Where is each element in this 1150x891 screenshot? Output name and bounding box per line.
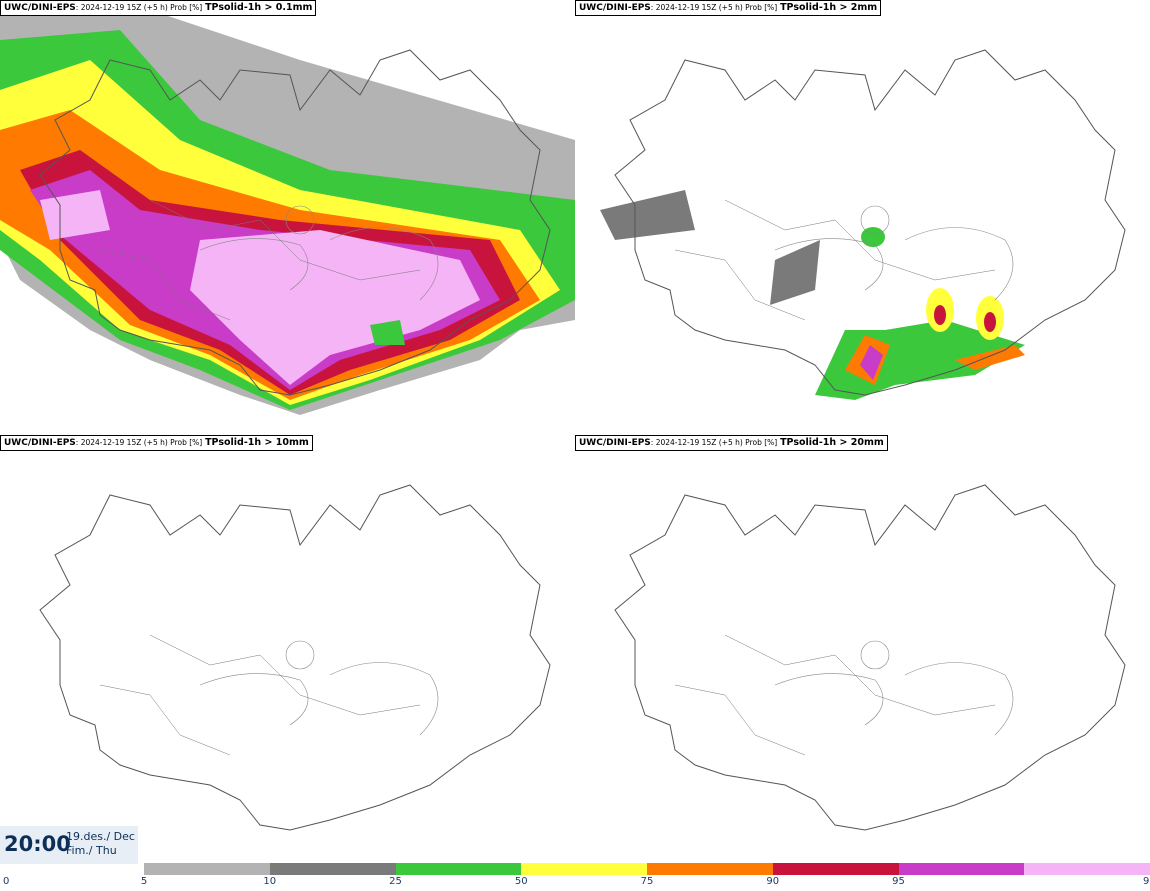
colorbar-tick-label: 5 bbox=[140, 876, 148, 887]
map-panel-tpsolid-2mm: UWC/DINI-EPS: 2024-12-19 15Z (+5 h) Prob… bbox=[575, 0, 1150, 435]
probability-fields bbox=[0, 0, 575, 415]
probability-map bbox=[614, 484, 1126, 831]
colorbar bbox=[144, 863, 1150, 875]
valid-time: 20:00 bbox=[4, 832, 71, 856]
probability-fields bbox=[600, 190, 1025, 400]
valid-time-box: 20:00 19.des./ Dec Fim./ Thu bbox=[0, 826, 138, 864]
colorbar-tick-label: 25 bbox=[389, 876, 402, 887]
colorbar-segment-5 bbox=[772, 863, 899, 875]
date-line-1: 19.des./ Dec bbox=[66, 830, 135, 843]
colorbar-tick-label: 95 bbox=[892, 876, 905, 887]
probability-map bbox=[600, 49, 1126, 400]
panel-title: UWC/DINI-EPS: 2024-12-19 15Z (+5 h) Prob… bbox=[0, 0, 317, 16]
valid-date: 19.des./ Dec Fim./ Thu bbox=[66, 830, 135, 858]
colorbar-ticks: 0 5 10 25 50 75 90 95 99 bbox=[0, 876, 1150, 890]
probability-map bbox=[0, 0, 575, 415]
panel-title: UWC/DINI-EPS: 2024-12-19 15Z (+5 h) Prob… bbox=[575, 435, 888, 451]
colorbar-tick-label: 10 bbox=[263, 876, 277, 887]
date-line-2: Fim./ Thu bbox=[66, 844, 117, 857]
map-panel-tpsolid-20mm: UWC/DINI-EPS: 2024-12-19 15Z (+5 h) Prob… bbox=[575, 435, 1150, 870]
colorbar-tick-label: 99 bbox=[1143, 876, 1150, 887]
panel-title: UWC/DINI-EPS: 2024-12-19 15Z (+5 h) Prob… bbox=[0, 435, 313, 451]
colorbar-segment-0 bbox=[144, 863, 270, 875]
map-panel-tpsolid-0.1mm: UWC/DINI-EPS: 2024-12-19 15Z (+5 h) Prob… bbox=[0, 0, 575, 435]
colorbar-segment-1 bbox=[269, 863, 396, 875]
panel-title: UWC/DINI-EPS: 2024-12-19 15Z (+5 h) Prob… bbox=[575, 0, 882, 16]
colorbar-segment-7 bbox=[1024, 863, 1150, 875]
colorbar-segment-6 bbox=[898, 863, 1025, 875]
colorbar-segment-3 bbox=[521, 863, 647, 875]
map-panel-tpsolid-10mm: UWC/DINI-EPS: 2024-12-19 15Z (+5 h) Prob… bbox=[0, 435, 575, 870]
colorbar-segment-2 bbox=[395, 863, 522, 875]
colorbar-tick-label: 75 bbox=[640, 876, 654, 887]
colorbar-tick-label: 0 bbox=[3, 876, 10, 887]
colorbar-tick-label: 50 bbox=[514, 876, 528, 887]
probability-map bbox=[39, 484, 551, 831]
colorbar-tick-label: 90 bbox=[766, 876, 780, 887]
colorbar-segment-4 bbox=[647, 863, 773, 875]
